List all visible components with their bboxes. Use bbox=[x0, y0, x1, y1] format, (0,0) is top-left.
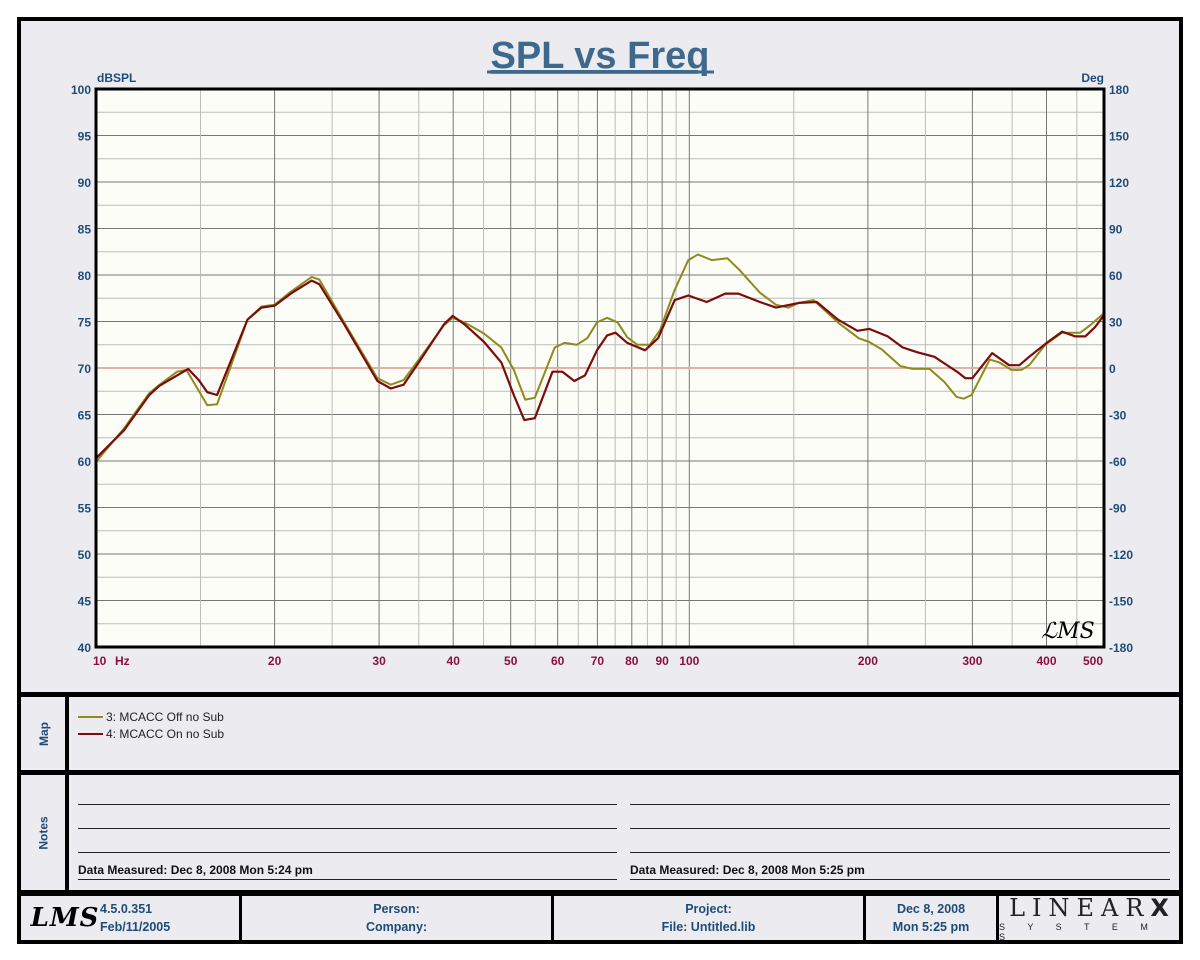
y2-tick-label: 90 bbox=[1109, 223, 1123, 237]
y2-tick-label: -90 bbox=[1109, 502, 1127, 516]
divider bbox=[996, 896, 999, 940]
lms-watermark: ℒMS bbox=[1041, 619, 1094, 644]
y-tick-label: 85 bbox=[78, 223, 92, 237]
x-tick-label: 500 bbox=[1083, 654, 1103, 668]
y2-tick-label: -180 bbox=[1109, 641, 1133, 655]
y2-tick-label: -120 bbox=[1109, 548, 1133, 562]
chart-title: SPL vs Freq bbox=[491, 35, 710, 77]
project: Project: bbox=[685, 902, 732, 916]
x-axis-unit-label: Hz bbox=[115, 654, 130, 668]
y2-tick-label: -150 bbox=[1109, 595, 1133, 609]
y-tick-label: 65 bbox=[78, 409, 92, 423]
series-line-3 bbox=[95, 253, 1105, 463]
date: Dec 8, 2008 bbox=[896, 902, 966, 916]
y-tick-label: 80 bbox=[78, 269, 92, 283]
data-measured-left: Data Measured: Dec 8, 2008 Mon 5:24 pm bbox=[78, 863, 617, 880]
linearx-logo: LINEARX S Y S T E M S bbox=[999, 894, 1179, 942]
person-info: Person: Company: bbox=[242, 896, 551, 940]
plot-border bbox=[94, 87, 1106, 649]
y2-tick-label: 0 bbox=[1109, 362, 1116, 376]
x-tick-label: 400 bbox=[1036, 654, 1056, 668]
note-line[interactable] bbox=[630, 804, 1170, 805]
brand-sub: S Y S T E M S bbox=[999, 922, 1158, 942]
x-tick-label: 90 bbox=[655, 654, 669, 668]
time: Mon 5:25 pm bbox=[892, 920, 970, 934]
y-tick-label: 75 bbox=[78, 316, 92, 330]
company: Company: bbox=[365, 920, 428, 934]
note-line[interactable] bbox=[630, 852, 1170, 853]
version: 4.5.0.351 bbox=[100, 902, 153, 916]
spl-chart: SPL vs Freq dBSPL Deg 100959085807570656… bbox=[71, 35, 1133, 668]
y-tick-label: 100 bbox=[71, 83, 91, 97]
legend-swatch bbox=[78, 733, 103, 735]
legend-label: 3: MCACC Off no Sub bbox=[106, 710, 224, 724]
file-name: File: Untitled.lib bbox=[661, 920, 756, 934]
lms-logo-text: LMS bbox=[30, 903, 100, 933]
x-tick-label: 60 bbox=[551, 654, 565, 668]
person: Person: bbox=[373, 902, 420, 916]
y-axis-label: dBSPL bbox=[97, 71, 136, 85]
divider bbox=[17, 890, 1183, 896]
note-line[interactable] bbox=[78, 828, 617, 829]
divider bbox=[239, 896, 242, 940]
x-tick-label: 40 bbox=[447, 654, 461, 668]
note-line[interactable] bbox=[78, 804, 617, 805]
x-tick-label: 50 bbox=[504, 654, 518, 668]
data-measured-right: Data Measured: Dec 8, 2008 Mon 5:25 pm bbox=[630, 863, 1170, 880]
legend-item[interactable]: 3: MCACC Off no Sub bbox=[78, 710, 224, 724]
series-line-4 bbox=[95, 279, 1105, 459]
map-label: Map bbox=[21, 697, 66, 770]
y-tick-label: 45 bbox=[78, 595, 92, 609]
note-line[interactable] bbox=[630, 828, 1170, 829]
y2-axis-label: Deg bbox=[1081, 71, 1104, 85]
map-label-text: Map bbox=[36, 721, 51, 746]
brand: LINEAR bbox=[1009, 894, 1151, 922]
y-tick-label: 70 bbox=[78, 362, 92, 376]
note-line[interactable] bbox=[78, 852, 617, 853]
y2-tick-label: 180 bbox=[1109, 83, 1129, 97]
x-tick-label: 20 bbox=[268, 654, 282, 668]
x-tick-label: 100 bbox=[679, 654, 699, 668]
divider bbox=[551, 896, 554, 940]
y2-tick-label: 120 bbox=[1109, 176, 1129, 190]
y2-tick-label: 150 bbox=[1109, 130, 1129, 144]
notes-label: Notes bbox=[21, 775, 66, 890]
y-tick-label: 90 bbox=[78, 176, 92, 190]
notes-label-text: Notes bbox=[36, 815, 51, 850]
lms-logo: LMS bbox=[30, 896, 100, 940]
divider bbox=[17, 770, 1183, 775]
legend-label: 4: MCACC On no Sub bbox=[106, 727, 225, 741]
x-tick-label: 200 bbox=[858, 654, 878, 668]
y2-tick-label: -30 bbox=[1109, 409, 1127, 423]
brand-x: X bbox=[1150, 894, 1169, 922]
y2-tick-label: -60 bbox=[1109, 455, 1127, 469]
legend-swatch bbox=[78, 716, 103, 718]
version-info: 4.5.0.351 Feb/11/2005 bbox=[100, 896, 170, 940]
x-tick-label: 70 bbox=[591, 654, 605, 668]
x-tick-label: 30 bbox=[372, 654, 386, 668]
x-tick-label: 10 bbox=[93, 654, 107, 668]
version-date: Feb/11/2005 bbox=[100, 920, 171, 934]
y2-tick-label: 30 bbox=[1109, 316, 1123, 330]
y-tick-label: 95 bbox=[78, 130, 92, 144]
divider bbox=[65, 697, 69, 890]
project-info: Project: File: Untitled.lib bbox=[554, 896, 863, 940]
y-tick-label: 60 bbox=[78, 455, 92, 469]
y2-tick-label: 60 bbox=[1109, 269, 1123, 283]
divider bbox=[863, 896, 866, 940]
legend-item[interactable]: 4: MCACC On no Sub bbox=[78, 727, 224, 741]
y-tick-label: 40 bbox=[78, 641, 92, 655]
y-tick-label: 50 bbox=[78, 548, 92, 562]
x-tick-label: 300 bbox=[962, 654, 982, 668]
x-tick-label: 80 bbox=[625, 654, 639, 668]
report-date: Dec 8, 2008 Mon 5:25 pm bbox=[866, 896, 996, 940]
y-tick-label: 55 bbox=[78, 502, 92, 516]
divider bbox=[17, 692, 1183, 697]
